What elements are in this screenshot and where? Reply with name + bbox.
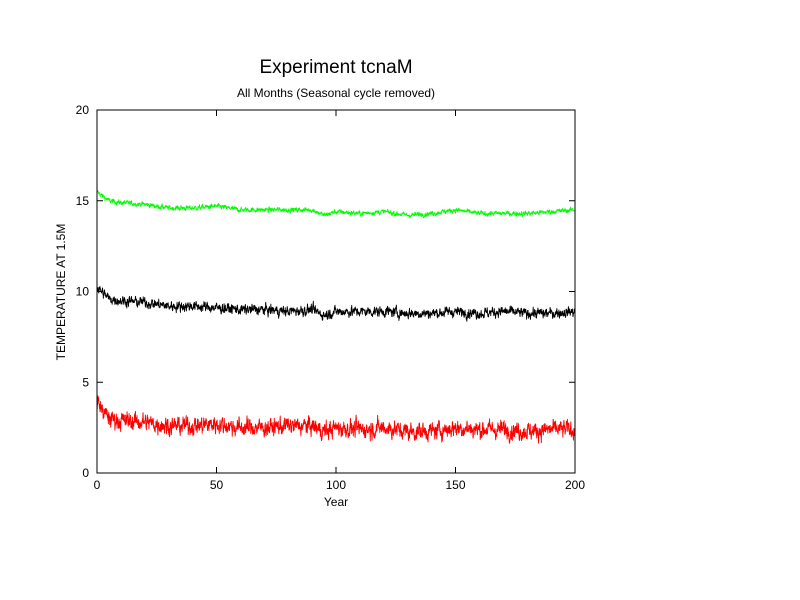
series-line-red <box>96 395 576 444</box>
x-tick-label: 150 <box>445 478 465 492</box>
y-tick-label: 10 <box>76 285 90 299</box>
y-tick-label: 20 <box>76 103 90 117</box>
y-tick-label: 0 <box>82 466 89 480</box>
x-axis-label: Year <box>324 495 348 509</box>
chart-title: Experiment tcnaM <box>259 57 412 78</box>
x-tick-label: 200 <box>565 478 585 492</box>
series-line-green <box>96 189 576 219</box>
x-tick-label: 50 <box>210 478 224 492</box>
y-tick-label: 5 <box>82 375 89 389</box>
x-tick-label: 100 <box>326 478 346 492</box>
chart-subtitle: All Months (Seasonal cycle removed) <box>237 86 435 100</box>
series-layer <box>96 189 576 444</box>
series-line-black <box>96 286 576 322</box>
tick-layer: 0 50 100 150 200 0 5 10 15 20 <box>76 103 586 492</box>
y-tick-label: 15 <box>76 194 90 208</box>
y-axis-label: TEMPERATURE AT 1.5M <box>54 224 68 361</box>
x-tick-label: 0 <box>94 478 101 492</box>
plot-frame <box>96 109 576 474</box>
